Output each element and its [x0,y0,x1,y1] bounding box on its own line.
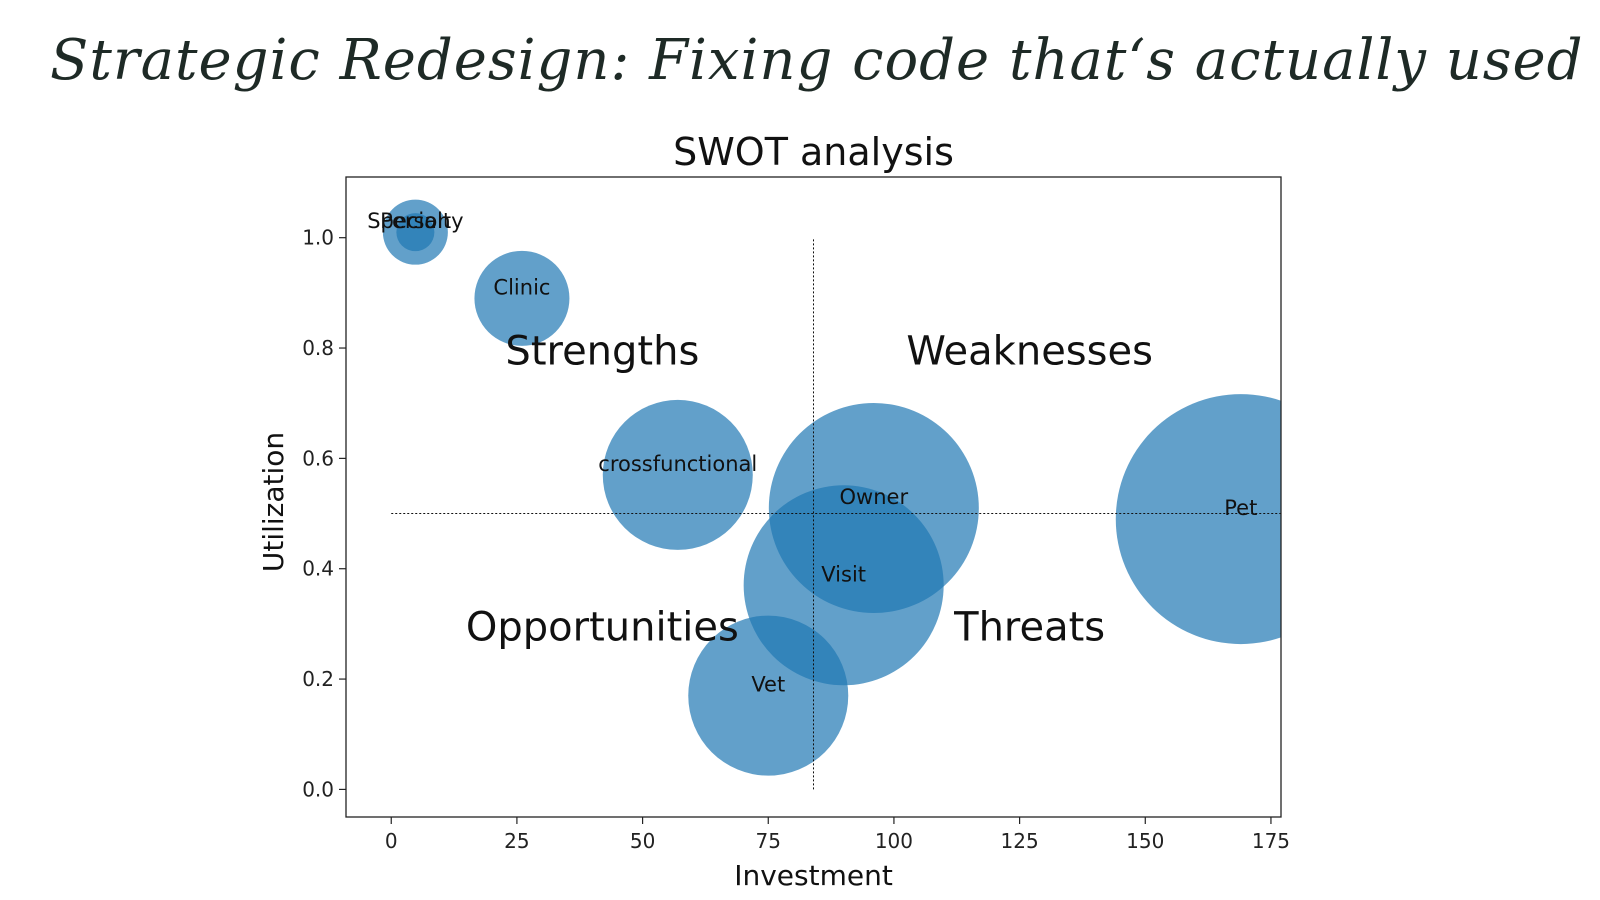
quadrant-label-strengths: Strengths [505,329,699,375]
bubble-label-vet: Vet [751,673,785,697]
quadrant-label-weaknesses: Weaknesses [906,329,1153,375]
y-axis-label: Utilization [257,432,290,572]
y-tick-label: 0.4 [302,557,334,581]
x-tick-label: 100 [875,829,913,853]
chart-title: SWOT analysis [673,130,954,174]
bubble-person [396,213,435,252]
bubble-label-clinic: Clinic [493,275,550,299]
x-tick-label: 50 [630,829,655,853]
plot-frame [345,176,1282,818]
quadrant-labels: Strengths Weaknesses Opportunities Threats [466,329,1153,651]
y-axis-ticks: 0.0 0.2 0.4 0.6 0.8 1.0 [302,226,346,801]
bubble-crossfunctional [602,399,753,550]
x-axis-ticks: 0 25 50 75 100 125 150 175 [385,817,1290,853]
quadrant-label-threats: Threats [953,604,1105,650]
bubble-label-pet: Pet [1224,496,1257,520]
slide-title: Strategic Redesign: Fixing code that‘s a… [50,28,1584,93]
x-tick-label: 150 [1126,829,1164,853]
x-tick-label: 0 [385,829,398,853]
x-tick-label: 175 [1252,829,1290,853]
bubble-label-crossfunctional: crossfunctional [598,452,757,476]
y-tick-label: 0.8 [302,336,334,360]
bubble-layer [382,199,1281,776]
bubble-pet [1115,394,1281,645]
quadrant-label-opportunities: Opportunities [466,604,739,650]
bubble-label-person: Person [380,209,451,233]
x-tick-label: 75 [756,829,781,853]
x-tick-label: 25 [504,829,529,853]
bubble-vet [688,615,849,776]
bubble-label-owner: Owner [840,485,909,509]
x-axis-label: Investment [734,859,893,892]
bubble-label-visit: Visit [821,562,866,586]
bubble-label-specialty: Specialty [367,209,463,233]
bubble-clinic [474,250,570,346]
x-tick-label: 125 [1001,829,1039,853]
y-tick-label: 0.2 [302,667,334,691]
quadrant-dividers [391,237,1281,790]
y-tick-label: 1.0 [302,226,334,250]
y-tick-label: 0.6 [302,446,334,470]
y-tick-label: 0.0 [302,777,334,801]
